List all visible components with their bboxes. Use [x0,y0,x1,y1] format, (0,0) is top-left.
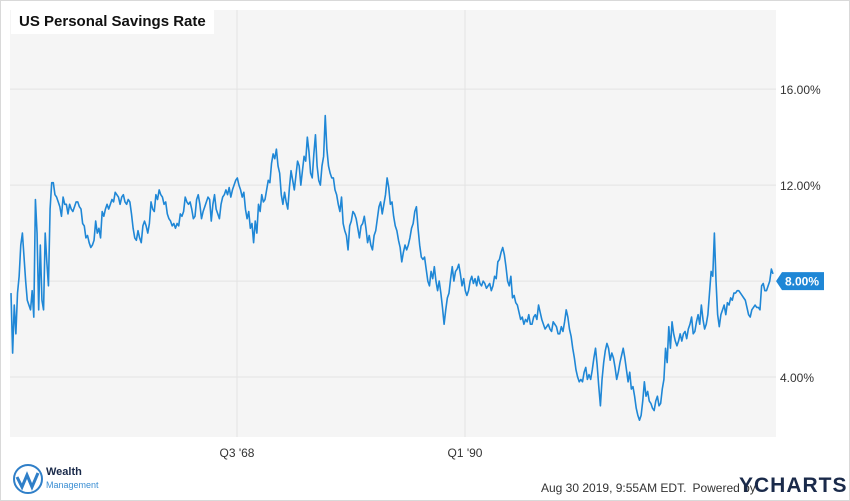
logo-text-wealth: Wealth [46,466,82,478]
x-axis-labels: Q3 '68 Q1 '90 [220,446,483,460]
chart-title: US Personal Savings Rate [11,9,214,34]
plot-area [10,10,776,437]
last-value-badge: 8.00% [776,272,824,291]
wealth-management-logo [13,464,43,494]
y-tick-label: 4.00% [780,371,814,385]
gridlines [10,10,776,437]
logo-text-management: Management [46,480,99,490]
x-tick-label: Q3 '68 [220,446,255,460]
x-tick-label: Q1 '90 [448,446,483,460]
y-tick-label: 16.00% [780,83,821,97]
last-value-badge-shape [776,272,824,291]
footer-caption: Aug 30 2019, 9:55AM EDT. Powered by [541,481,756,495]
y-axis-labels: 4.00% 8.00% 12.00% 16.00% [780,83,821,385]
series-line [10,114,774,422]
ycharts-logo[interactable]: YCHARTS [739,474,848,497]
y-tick-label: 12.00% [780,179,821,193]
last-value-label: 8.00% [785,275,819,289]
footer-timestamp: Aug 30 2019, 9:55AM EDT. [541,481,687,495]
footer-powered-by: Powered by [692,481,756,495]
